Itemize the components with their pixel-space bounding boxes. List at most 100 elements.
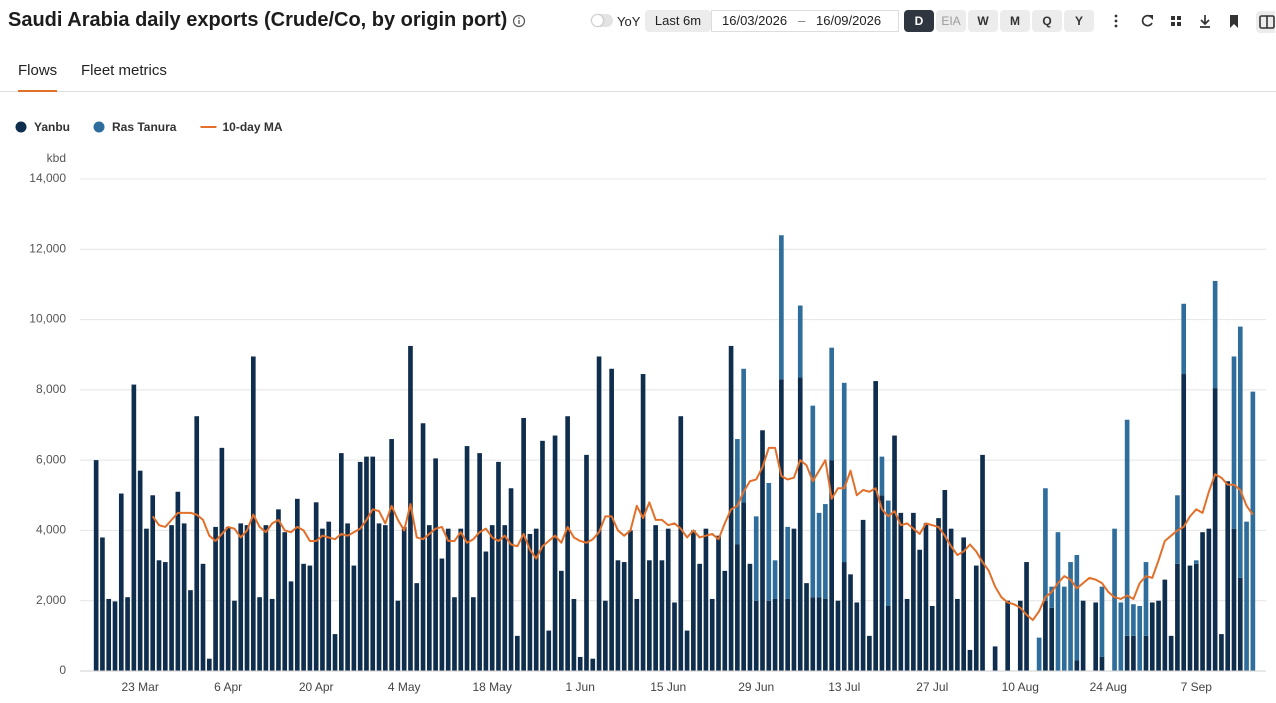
legend-dot bbox=[15, 121, 27, 133]
bar bbox=[112, 601, 118, 671]
bar bbox=[741, 368, 746, 503]
bar bbox=[1231, 528, 1237, 671]
bar bbox=[1219, 634, 1224, 671]
bar bbox=[546, 630, 552, 671]
x-tick-label: 15 Jun bbox=[650, 680, 686, 694]
bar bbox=[118, 493, 124, 671]
bar bbox=[816, 512, 822, 598]
bar bbox=[508, 488, 514, 671]
bar bbox=[779, 235, 784, 380]
bar bbox=[841, 562, 847, 671]
bar bbox=[823, 504, 828, 599]
menu-icon[interactable] bbox=[1114, 14, 1118, 28]
bar bbox=[584, 454, 589, 671]
bar bbox=[917, 549, 922, 671]
bar bbox=[169, 525, 174, 671]
date-to[interactable]: 16/09/2026 bbox=[816, 13, 882, 28]
legend-item[interactable]: Yanbu bbox=[15, 120, 71, 134]
bar bbox=[1237, 326, 1243, 578]
yoy-toggle[interactable] bbox=[591, 14, 613, 27]
bar bbox=[1080, 600, 1086, 671]
bar bbox=[181, 523, 187, 671]
bar bbox=[697, 563, 702, 671]
bar bbox=[653, 525, 658, 671]
range-button[interactable]: Last 6m bbox=[645, 10, 711, 32]
bar bbox=[370, 456, 376, 671]
bar bbox=[766, 482, 772, 601]
bar bbox=[722, 570, 728, 671]
bar bbox=[1212, 280, 1218, 389]
bar bbox=[955, 598, 960, 671]
bar bbox=[1093, 602, 1099, 671]
bar bbox=[929, 605, 935, 671]
bar bbox=[1168, 635, 1174, 671]
bar bbox=[175, 491, 181, 671]
tab[interactable]: Flows bbox=[18, 62, 58, 92]
bar bbox=[527, 533, 533, 671]
bar bbox=[760, 430, 765, 671]
layout-icon[interactable] bbox=[1256, 11, 1275, 33]
bar bbox=[936, 518, 941, 671]
x-tick-label: 29 Jun bbox=[738, 680, 774, 694]
bar bbox=[452, 597, 457, 671]
bar bbox=[552, 435, 558, 671]
bar bbox=[911, 512, 916, 671]
download-icon[interactable] bbox=[1200, 15, 1210, 28]
bar bbox=[1055, 532, 1061, 671]
x-tick-label: 18 May bbox=[473, 680, 512, 694]
frequency-button[interactable]: D bbox=[904, 10, 934, 32]
bar bbox=[1043, 600, 1048, 671]
frequency-button[interactable]: Y bbox=[1064, 10, 1094, 32]
y-tick-label: 6,000 bbox=[36, 452, 66, 466]
bar bbox=[276, 509, 281, 671]
bar bbox=[904, 598, 910, 671]
chart: 0 2,000 4,000 6,000 8,000 10,000 12,000 14,000 k… bbox=[15, 120, 1266, 694]
bar bbox=[665, 528, 671, 671]
frequency-button[interactable]: M bbox=[1000, 10, 1030, 32]
bar bbox=[741, 502, 746, 671]
tab[interactable]: Fleet metrics bbox=[81, 62, 167, 79]
grid-icon[interactable] bbox=[1171, 16, 1181, 26]
bar bbox=[1005, 600, 1011, 671]
legend-item[interactable]: 10-day MA bbox=[200, 120, 283, 134]
bar bbox=[703, 528, 709, 671]
bar bbox=[772, 560, 778, 599]
bar bbox=[860, 519, 866, 671]
bar bbox=[401, 526, 407, 671]
bar bbox=[867, 635, 872, 671]
bar bbox=[93, 460, 99, 671]
header: Saudi Arabia daily exports (Crude/Co, by… bbox=[0, 0, 1276, 44]
bar bbox=[515, 635, 520, 671]
refresh-icon[interactable] bbox=[1141, 14, 1153, 27]
legend-item[interactable]: Ras Tanura bbox=[93, 120, 177, 134]
date-range[interactable]: 16/03/2026 – 16/09/2026 bbox=[711, 10, 899, 32]
bar bbox=[1049, 607, 1055, 671]
bar bbox=[1193, 560, 1199, 564]
bar bbox=[471, 597, 476, 671]
frequency-button[interactable]: EIA bbox=[936, 10, 966, 32]
bar bbox=[357, 461, 363, 671]
bar bbox=[1162, 579, 1168, 671]
bar bbox=[345, 523, 350, 671]
bar bbox=[791, 528, 797, 671]
bar bbox=[1112, 528, 1117, 671]
x-tick-label: 13 Jul bbox=[828, 680, 860, 694]
frequency-button[interactable]: Q bbox=[1032, 10, 1062, 32]
bar bbox=[785, 526, 790, 599]
bar bbox=[1099, 656, 1105, 671]
bar bbox=[244, 525, 250, 671]
yoy-label: YoY bbox=[617, 14, 641, 29]
frequency-button[interactable]: W bbox=[968, 10, 998, 32]
bar bbox=[1118, 602, 1124, 671]
date-from[interactable]: 16/03/2026 bbox=[722, 13, 788, 28]
bookmark-icon[interactable] bbox=[1230, 15, 1238, 28]
x-tick-label: 24 Aug bbox=[1090, 680, 1127, 694]
bar bbox=[879, 495, 885, 671]
bar bbox=[1200, 532, 1205, 671]
bar bbox=[609, 368, 614, 671]
bar bbox=[269, 598, 275, 671]
info-icon[interactable] bbox=[512, 14, 526, 28]
bar bbox=[621, 562, 627, 671]
bar bbox=[753, 600, 759, 671]
bar bbox=[137, 470, 143, 671]
